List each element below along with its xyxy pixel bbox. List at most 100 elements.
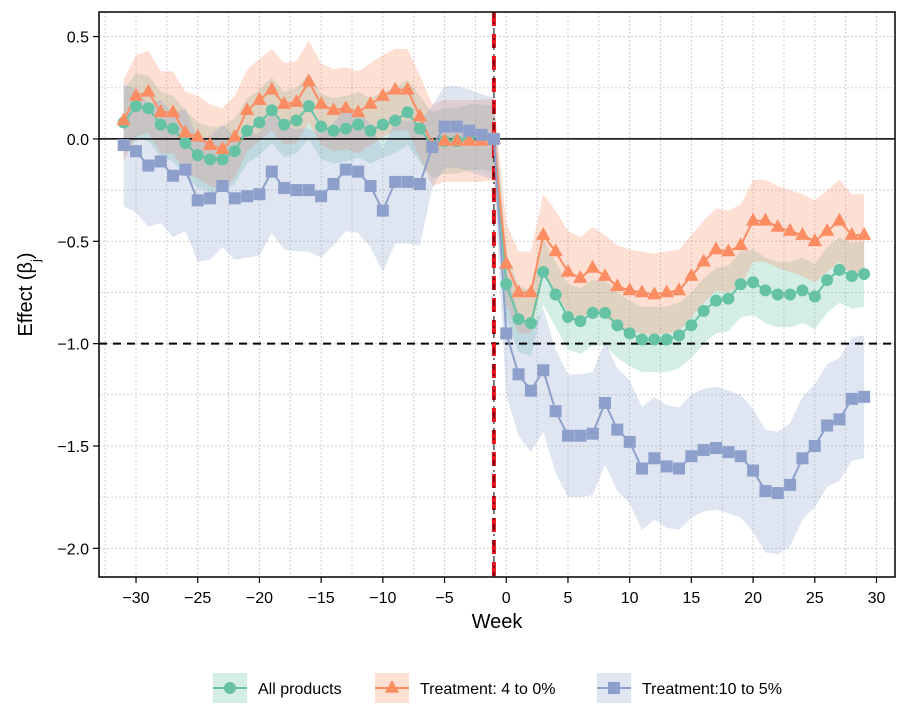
data-point-triangle [560, 263, 576, 277]
legend-entry-2: Treatment:10 to 5% [597, 673, 782, 703]
data-point-circle [586, 306, 599, 319]
data-point-circle [278, 118, 291, 131]
data-point-circle [500, 278, 513, 291]
plot-frame [98, 11, 896, 578]
data-point-triangle [634, 284, 650, 298]
data-point-circle [747, 276, 760, 289]
data-point-circle [339, 122, 352, 135]
data-point-square [364, 180, 377, 193]
data-point-square [722, 446, 735, 459]
y-tick-label: −1.5 [57, 439, 89, 456]
x-tick-label: 25 [806, 590, 824, 607]
data-point-square [821, 419, 834, 432]
data-point-square [845, 392, 858, 405]
data-point-triangle [165, 104, 181, 118]
data-point-square [771, 487, 784, 500]
legend-marker-square [608, 682, 620, 694]
data-point-triangle [844, 227, 860, 240]
data-point-circle [673, 329, 686, 342]
data-point-square [191, 194, 204, 207]
data-point-square [389, 175, 402, 188]
data-point-circle [364, 124, 377, 137]
data-point-square [154, 155, 167, 168]
data-point-square [697, 444, 710, 457]
data-point-circle [253, 116, 266, 129]
data-point-triangle [795, 227, 810, 240]
data-point-square [574, 429, 587, 442]
data-point-square [463, 124, 476, 137]
data-point-circle [216, 153, 229, 166]
data-point-triangle [573, 270, 588, 283]
data-point-circle [648, 333, 661, 346]
data-point-circle [796, 284, 809, 297]
data-point-square [537, 364, 550, 377]
data-point-triangle [610, 278, 625, 292]
data-point-triangle [128, 87, 144, 101]
data-point-square [524, 384, 537, 397]
y-axis-ticks: 0.5 0.0 −0.5 −1.0 −1.5 −2.0 [57, 30, 99, 558]
data-point-circle [241, 124, 254, 137]
x-axis-title: Week [472, 611, 524, 633]
data-point-triangle [350, 104, 366, 118]
x-tick-label: 0 [502, 590, 511, 607]
data-point-square [179, 163, 192, 176]
data-point-circle [549, 288, 562, 301]
legend-entry-0: All products [213, 673, 342, 703]
data-point-circle [413, 122, 426, 135]
data-point-triangle [684, 268, 699, 281]
data-point-square [327, 177, 340, 190]
data-point-circle [302, 100, 315, 113]
data-point-circle [401, 106, 414, 119]
data-point-square [747, 464, 760, 477]
confidence-band-1 [123, 40, 865, 336]
data-point-circle [784, 288, 797, 301]
data-point-triangle [178, 124, 193, 138]
y-tick-label: −0.5 [57, 234, 89, 251]
legend-entry-1: Treatment: 4 to 0% [375, 673, 555, 703]
data-point-circle [315, 120, 328, 133]
data-point-square [352, 165, 365, 178]
y-tick-label: 0.5 [67, 30, 89, 47]
data-point-triangle [523, 284, 539, 298]
data-point-square [858, 390, 871, 403]
data-point-triangle [153, 104, 168, 118]
data-point-triangle [202, 137, 218, 150]
data-point-triangle [597, 268, 613, 281]
y-axis-title: Effect (βj) [15, 252, 43, 336]
data-point-square [475, 128, 488, 141]
y-axis-title-main: Effect (β [15, 262, 37, 337]
data-point-triangle [856, 227, 872, 240]
data-point-square [784, 478, 797, 491]
x-tick-label: −20 [246, 590, 273, 607]
data-point-triangle [832, 212, 847, 226]
data-point-circle [685, 319, 698, 332]
data-point-circle [821, 274, 834, 287]
data-point-triangle [141, 83, 156, 97]
data-point-square [549, 405, 562, 418]
data-point-triangle [338, 100, 354, 114]
data-point-square [241, 190, 254, 203]
y-tick-label: 0.0 [67, 132, 89, 149]
data-point-circle [327, 124, 340, 137]
x-tick-label: 15 [682, 590, 700, 607]
y-tick-label: −2.0 [57, 541, 89, 558]
data-point-square [673, 462, 686, 475]
data-point-circle [660, 333, 673, 346]
x-tick-label: −10 [369, 590, 396, 607]
data-point-square [561, 429, 574, 442]
data-point-square [598, 396, 611, 409]
data-point-square [315, 190, 328, 203]
data-point-circle [858, 268, 871, 281]
data-point-triangle [190, 128, 205, 142]
legend-label: Treatment:10 to 5% [642, 681, 782, 698]
legend-marker-circle [224, 682, 236, 694]
data-point-triangle [462, 132, 477, 146]
data-point-triangle [437, 132, 452, 146]
data-point-square [450, 120, 463, 133]
data-point-triangle [400, 81, 415, 95]
data-point-circle [710, 294, 723, 307]
data-point-triangle [647, 286, 662, 300]
data-point-circle [537, 265, 550, 278]
data-point-triangle [215, 141, 230, 154]
data-point-circle [191, 149, 204, 162]
